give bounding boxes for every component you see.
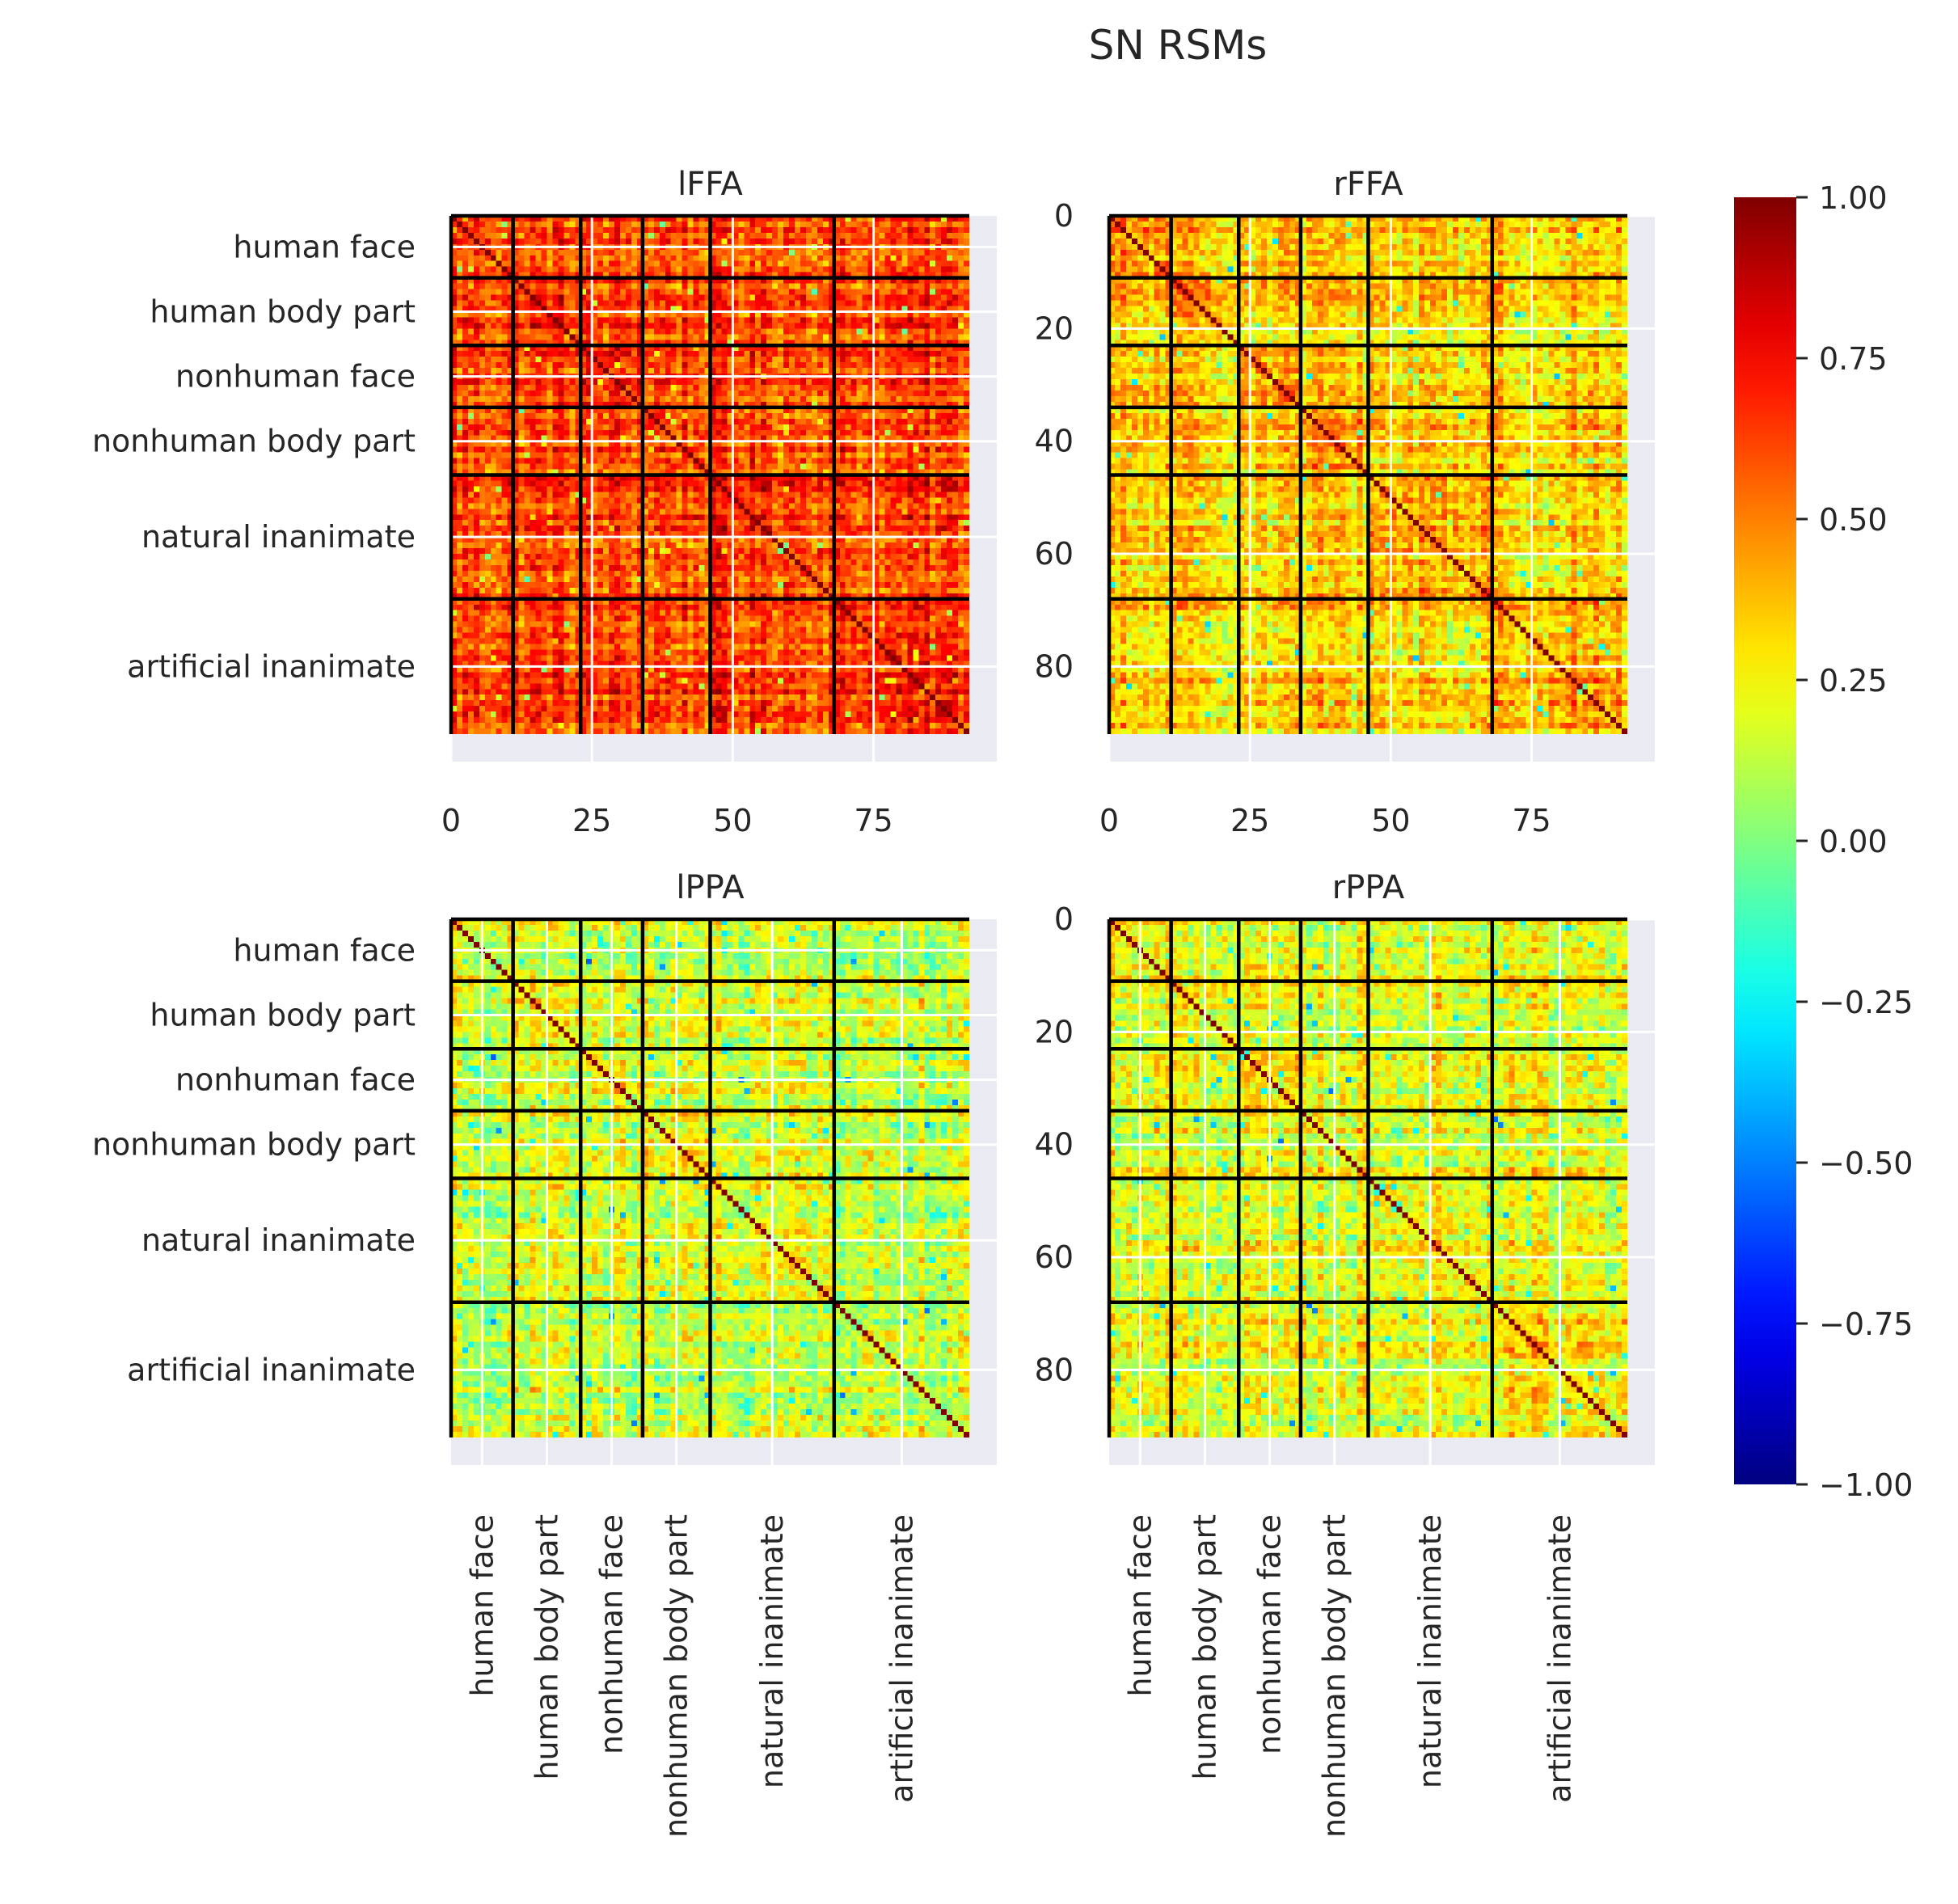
y-tick-label: human face bbox=[233, 229, 416, 264]
x-tick-label: 0 bbox=[1099, 803, 1119, 838]
rsm-panel-rFFA: rFFA 0 20 40 60 80 0 25 50 75 bbox=[1035, 166, 1655, 838]
colorbar-gradient bbox=[1734, 197, 1796, 1484]
rsm-panel-lPPA: lPPA human face human body part nonhuman fa… bbox=[92, 869, 997, 1838]
x-tick-label: 50 bbox=[713, 803, 752, 838]
y-tick-label: 60 bbox=[1035, 536, 1074, 572]
x-tick-label: human body part bbox=[1187, 1514, 1222, 1780]
x-tick-label: human body part bbox=[529, 1514, 564, 1780]
y-tick-label: 80 bbox=[1035, 648, 1074, 684]
y-tick-label: 60 bbox=[1035, 1239, 1074, 1275]
colorbar-tick-label: −1.00 bbox=[1819, 1467, 1913, 1503]
panels: lFFA human face human body part nonhuman fa… bbox=[92, 166, 1655, 1838]
y-tick-label: 40 bbox=[1035, 424, 1074, 459]
x-tick-label: artificial inanimate bbox=[884, 1514, 919, 1803]
x-tick-label: nonhuman face bbox=[594, 1514, 630, 1754]
rsm-panel-lFFA: lFFA human face human body part nonhuman fa… bbox=[92, 166, 997, 838]
x-tick-label: 75 bbox=[1512, 803, 1551, 838]
y-tick-label: 40 bbox=[1035, 1127, 1074, 1163]
colorbar-tick-label: 0.75 bbox=[1819, 341, 1888, 377]
x-tick-label: nonhuman face bbox=[1252, 1514, 1288, 1754]
y-tick-label: artificial inanimate bbox=[127, 648, 416, 684]
panel-title: rPPA bbox=[1332, 869, 1405, 906]
y-tick-label: 20 bbox=[1035, 310, 1074, 346]
y-tick-label: nonhuman body part bbox=[92, 424, 416, 459]
colorbar-tick-label: −0.75 bbox=[1819, 1307, 1913, 1342]
colorbar-tick-label: −0.25 bbox=[1819, 985, 1913, 1020]
y-tick-label: 80 bbox=[1035, 1352, 1074, 1387]
y-tick-label: human body part bbox=[150, 293, 416, 329]
x-tick-label: 25 bbox=[572, 803, 611, 838]
x-tick-label: human face bbox=[1122, 1514, 1158, 1697]
x-tick-label: natural inanimate bbox=[1412, 1514, 1448, 1788]
colorbar: 1.00 0.75 0.50 0.25 0.00 −0.25 −0.50 −0.75 −1.00 bbox=[1734, 180, 1913, 1503]
panel-title: lPPA bbox=[676, 869, 745, 906]
figure-title: SN RSMs bbox=[1089, 22, 1268, 69]
y-tick-label: 0 bbox=[1054, 901, 1074, 937]
x-tick-label: 0 bbox=[441, 803, 461, 838]
y-tick-label: natural inanimate bbox=[141, 519, 416, 555]
y-tick-label: nonhuman body part bbox=[92, 1127, 416, 1163]
x-tick-label: 25 bbox=[1230, 803, 1269, 838]
y-tick-label: human body part bbox=[150, 997, 416, 1032]
colorbar-tick-label: 1.00 bbox=[1819, 180, 1888, 216]
x-tick-label: 75 bbox=[854, 803, 892, 838]
y-tick-label: nonhuman face bbox=[175, 359, 416, 395]
y-tick-label: artificial inanimate bbox=[127, 1352, 416, 1387]
x-tick-label: human face bbox=[464, 1514, 500, 1697]
y-tick-label: 0 bbox=[1054, 198, 1074, 234]
colorbar-tick-label: −0.50 bbox=[1819, 1146, 1913, 1181]
x-tick-label: nonhuman body part bbox=[1317, 1514, 1352, 1838]
rsm-panel-rPPA: rPPA 0 20 40 60 80 human face human body part no… bbox=[1035, 869, 1655, 1838]
x-tick-label: natural inanimate bbox=[754, 1514, 790, 1788]
x-tick-label: nonhuman body part bbox=[659, 1514, 694, 1838]
x-tick-label: artificial inanimate bbox=[1542, 1514, 1577, 1803]
colorbar-tick-label: 0.00 bbox=[1819, 824, 1888, 859]
panel-title: rFFA bbox=[1333, 166, 1403, 203]
colorbar-tick-label: 0.25 bbox=[1819, 663, 1888, 699]
panel-title: lFFA bbox=[677, 166, 743, 203]
colorbar-tick-label: 0.50 bbox=[1819, 502, 1888, 538]
y-tick-label: 20 bbox=[1035, 1014, 1074, 1049]
y-tick-label: human face bbox=[233, 932, 416, 968]
y-tick-label: nonhuman face bbox=[175, 1062, 416, 1098]
y-tick-label: natural inanimate bbox=[141, 1222, 416, 1258]
x-tick-label: 50 bbox=[1371, 803, 1410, 838]
